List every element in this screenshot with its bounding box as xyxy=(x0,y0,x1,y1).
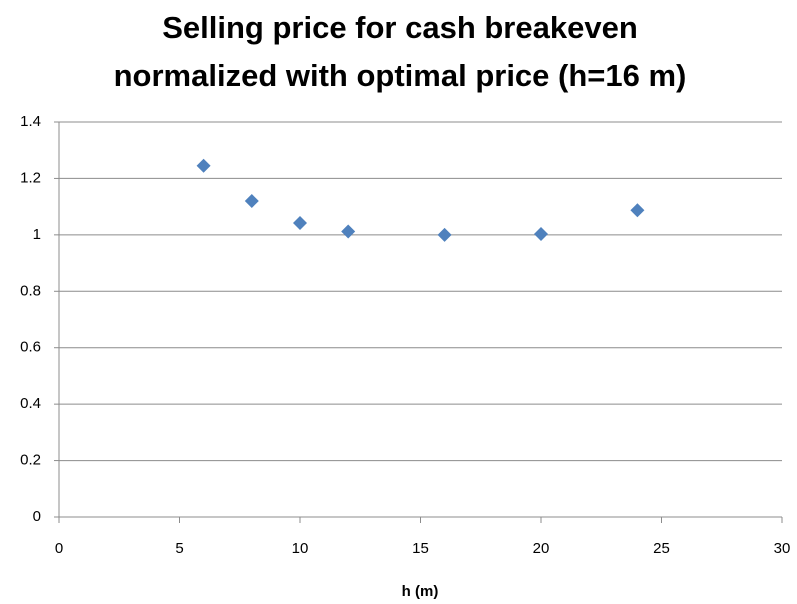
y-tick-label: 1.2 xyxy=(20,169,41,186)
chart-title: Selling price for cash breakeven xyxy=(162,10,638,45)
y-tick-label: 0.4 xyxy=(20,395,41,412)
x-tick-label: 25 xyxy=(653,540,670,557)
point xyxy=(437,227,452,242)
point xyxy=(630,203,645,218)
x-tick-label: 10 xyxy=(292,540,309,557)
y-tick-label: 0.2 xyxy=(20,452,41,469)
point xyxy=(244,194,259,208)
point xyxy=(534,227,548,242)
y-tick-label: 0.8 xyxy=(20,282,41,299)
chart-title: normalized with optimal price (h=16 m) xyxy=(114,58,687,93)
y-tick-label: 1.4 xyxy=(20,113,41,130)
point xyxy=(196,158,211,173)
y-tick-label: 0 xyxy=(33,508,41,525)
x-tick-label: 20 xyxy=(533,540,550,557)
x-tick-label: 30 xyxy=(774,540,791,557)
x-tick-label: 0 xyxy=(55,540,63,557)
point xyxy=(341,224,356,239)
y-tick-label: 0.6 xyxy=(20,339,41,356)
x-tick-label: 15 xyxy=(412,540,429,557)
x-axis-label: h (m) xyxy=(402,583,439,600)
x-tick-label: 5 xyxy=(175,540,183,557)
point xyxy=(293,216,307,231)
y-tick-label: 1 xyxy=(33,226,41,243)
